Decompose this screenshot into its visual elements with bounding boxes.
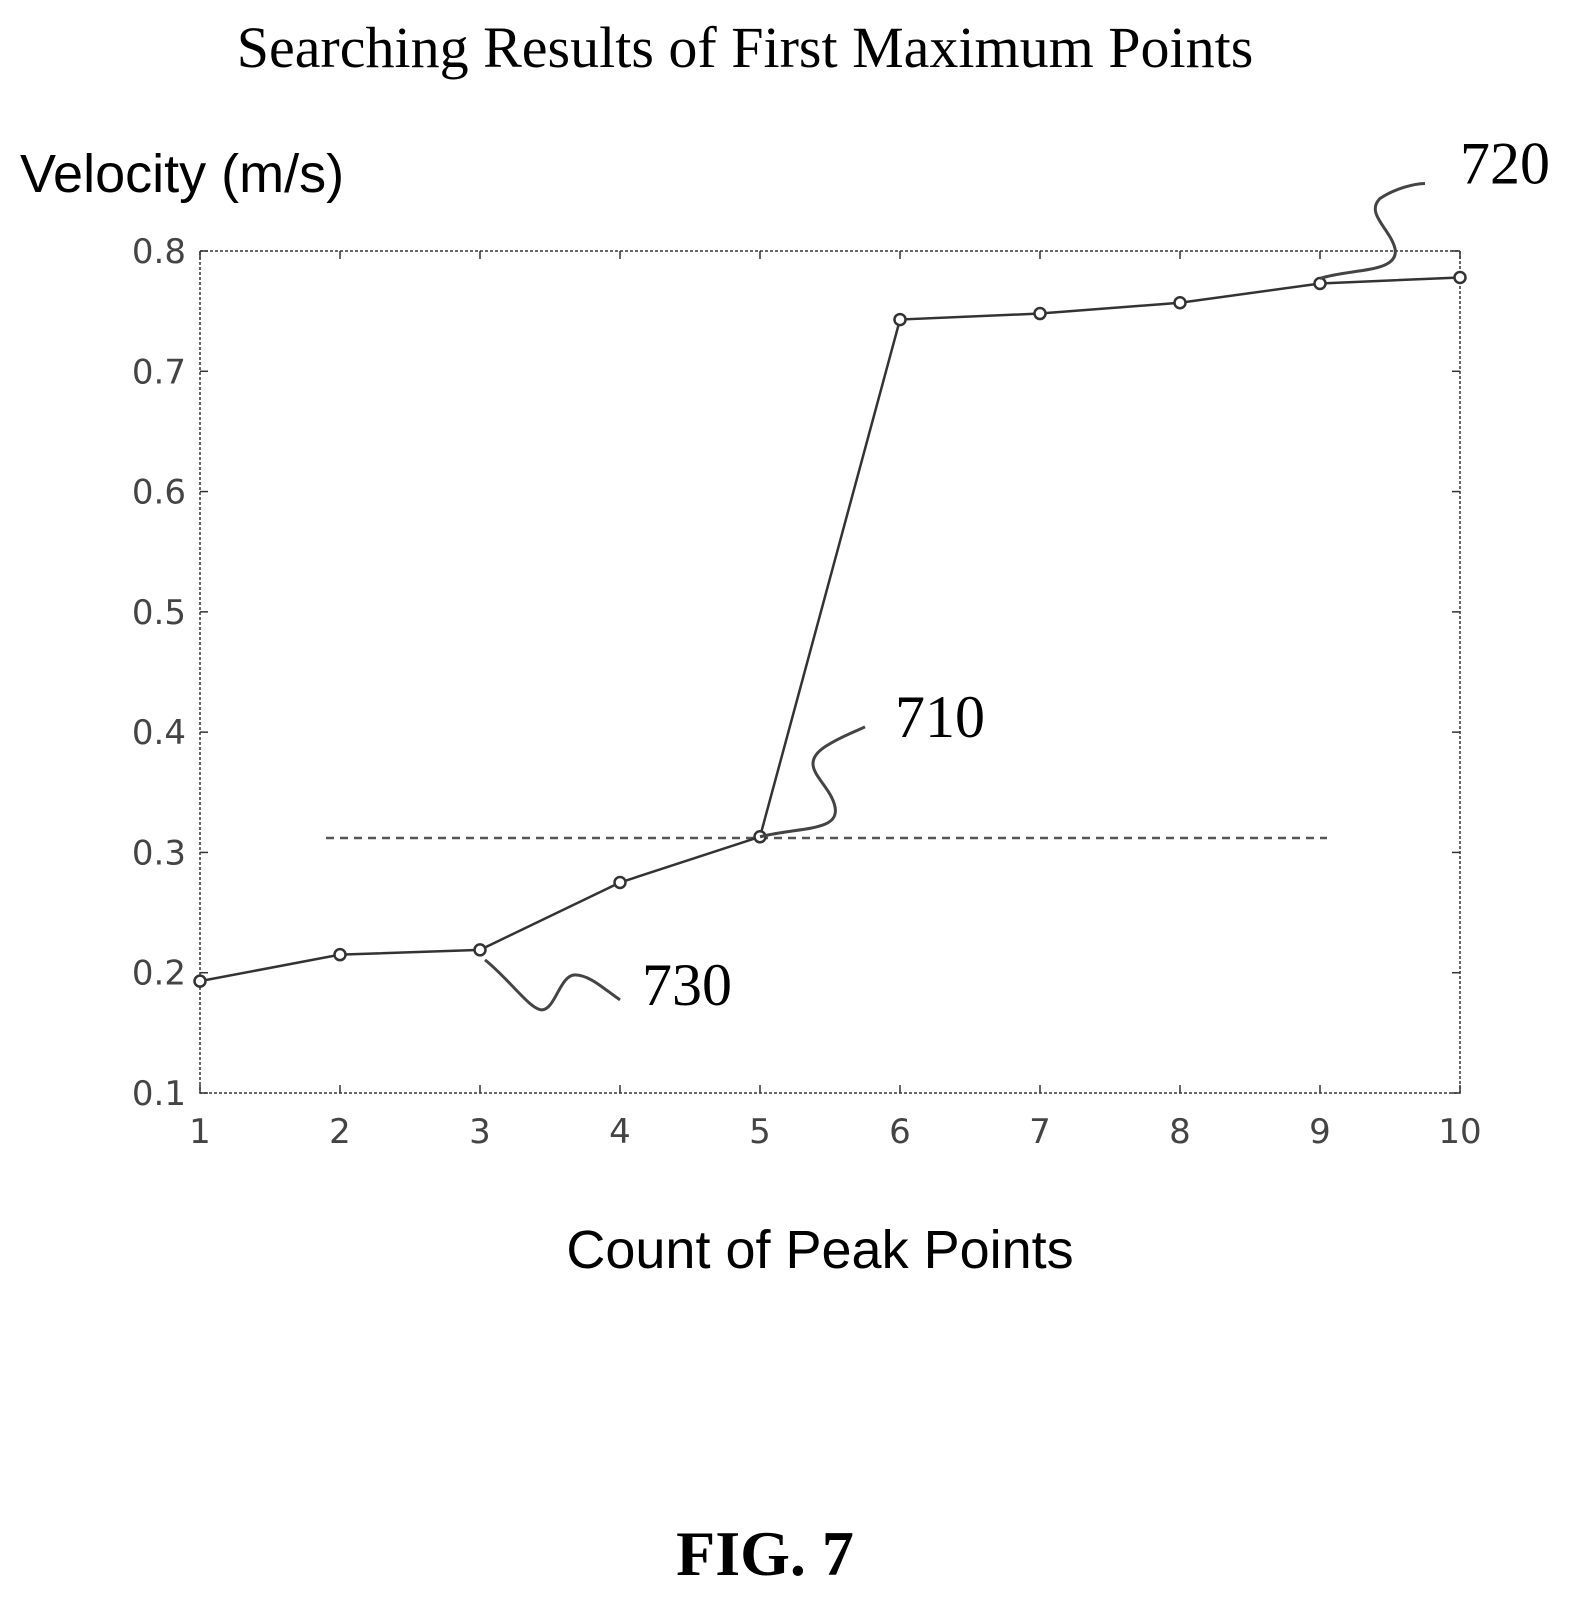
annotation-label-730: 730	[642, 952, 732, 1018]
x-tick-label: 3	[469, 1112, 491, 1152]
y-ticks: 0.1 0.2 0.3 0.4 0.5 0.6 0.7 0.8	[132, 232, 1460, 1114]
y-tick-label: 0.3	[132, 833, 186, 873]
annotation-label-710: 710	[895, 684, 985, 750]
x-tick-label: 5	[749, 1112, 771, 1152]
series-group	[193, 270, 1467, 988]
x-ticks: 1 2 3 4 5 6 7 8 9 10	[189, 251, 1482, 1152]
y-tick-label: 0.8	[132, 232, 186, 272]
y-tick-label: 0.2	[132, 954, 186, 994]
data-point	[1173, 295, 1187, 310]
x-axis-label: Count of Peak Points	[566, 1220, 1073, 1280]
figure-label: FIG. 7	[676, 1518, 854, 1589]
data-point	[193, 974, 207, 988]
x-tick-label: 9	[1309, 1112, 1331, 1152]
data-point	[333, 947, 347, 962]
callout-leader-710	[759, 725, 866, 839]
x-tick-label: 1	[189, 1112, 211, 1152]
annotation-leaders	[484, 181, 1426, 1012]
x-tick-label: 7	[1029, 1112, 1051, 1152]
x-tick-label: 10	[1438, 1112, 1481, 1152]
y-tick-label: 0.4	[132, 713, 186, 753]
callout-leader-730	[484, 958, 621, 1012]
data-point	[1033, 306, 1047, 321]
plot-frame	[199, 250, 1461, 1094]
x-tick-label: 8	[1169, 1112, 1191, 1152]
y-tick-label: 0.1	[132, 1074, 186, 1114]
chart-title: Searching Results of First Maximum Point…	[237, 15, 1254, 80]
callout-leader-720	[1319, 181, 1426, 280]
y-tick-label: 0.6	[132, 473, 186, 513]
x-tick-label: 2	[329, 1112, 351, 1152]
x-tick-label: 4	[609, 1112, 631, 1152]
data-point	[1313, 276, 1327, 291]
annotations: 710 720 730	[642, 130, 1550, 1017]
data-point	[1453, 270, 1467, 285]
data-point	[473, 943, 487, 957]
y-axis-label: Velocity (m/s)	[20, 144, 344, 204]
y-tick-label: 0.7	[132, 352, 186, 392]
annotation-label-720: 720	[1460, 130, 1550, 196]
x-tick-label: 6	[889, 1112, 911, 1152]
data-point	[613, 875, 627, 890]
series-line	[199, 276, 1461, 983]
data-point	[893, 312, 907, 327]
y-tick-label: 0.5	[132, 593, 186, 633]
